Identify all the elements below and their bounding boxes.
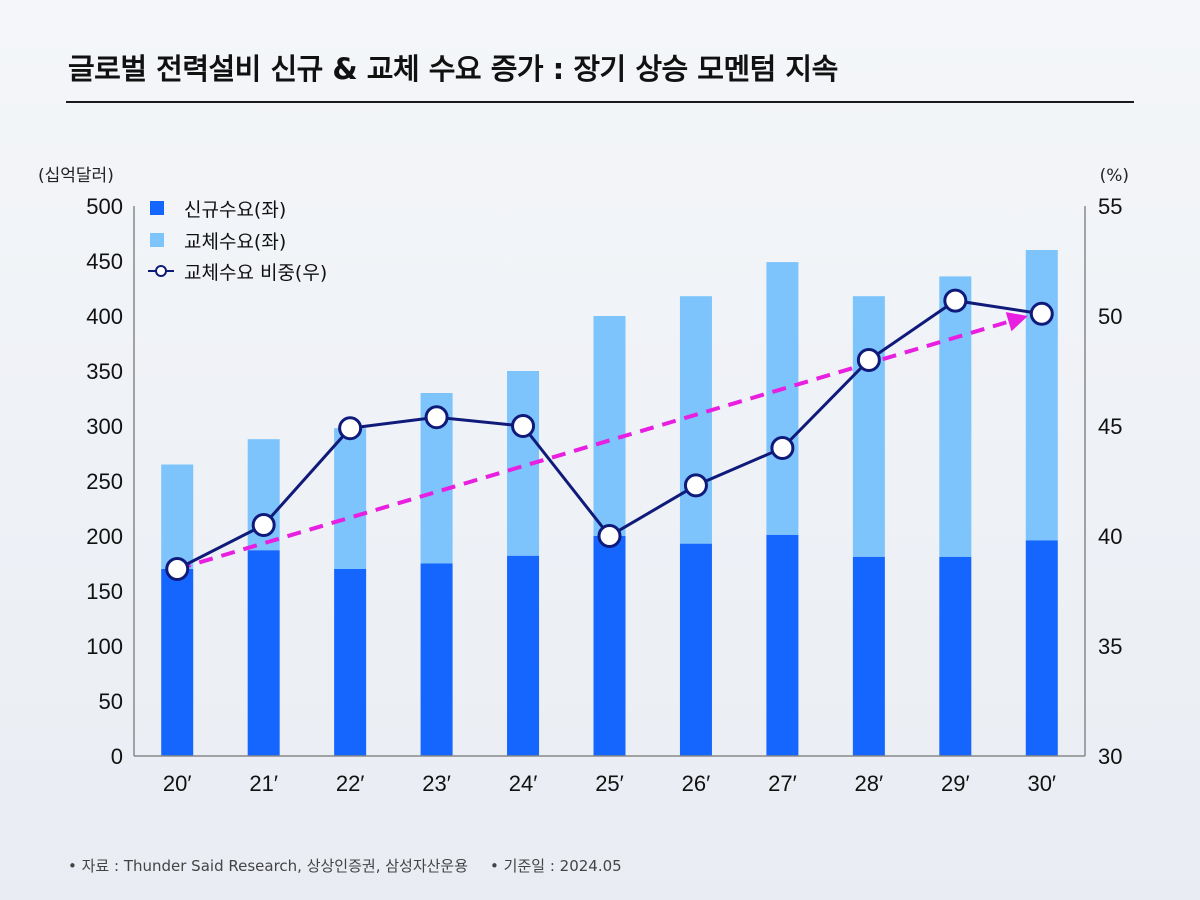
bar-replacement-demand: [939, 276, 972, 557]
y-left-tick-label: 500: [86, 194, 123, 219]
x-tick-label: 28′: [855, 771, 884, 796]
y-right-unit-label: (%): [1100, 166, 1129, 186]
bar-replacement-demand: [1025, 250, 1058, 541]
bar-replacement-demand: [766, 262, 799, 535]
replacement-share-point: [511, 414, 536, 438]
replacement-share-point: [856, 348, 881, 372]
bar-new-demand: [939, 556, 972, 756]
legend-label-share: 교체수요 비중(우): [184, 262, 327, 284]
x-tick-label: 27′: [768, 771, 797, 796]
y-left-tick-label: 400: [86, 304, 123, 329]
replacement-share-point: [770, 436, 795, 460]
source-note: 자료 : Thunder Said Research, 상상인증권, 삼성자산운…: [68, 855, 468, 876]
y-right-tick-label: 55: [1098, 194, 1122, 219]
y-right-tick-label: 30: [1098, 744, 1122, 769]
legend-marker-share: [155, 265, 167, 277]
replacement-share-point: [943, 288, 968, 313]
x-tick-label: 20′: [163, 771, 192, 796]
replacement-share-point: [338, 416, 363, 441]
bar-new-demand: [507, 555, 540, 756]
y-left-unit-label: (십억달러): [38, 166, 114, 186]
y-left-tick-label: 300: [86, 414, 123, 439]
legend-swatch-replacement-demand: [150, 233, 164, 247]
bar-new-demand: [766, 534, 799, 756]
bar-new-demand: [1025, 540, 1058, 756]
footer: 자료 : Thunder Said Research, 상상인증권, 삼성자산운…: [68, 855, 622, 876]
y-left-tick-label: 200: [86, 524, 123, 549]
replacement-share-point: [424, 405, 449, 430]
y-left-tick-label: 250: [86, 469, 123, 494]
replacement-share-point: [165, 557, 190, 581]
x-tick-label: 24′: [509, 771, 538, 796]
bar-new-demand: [593, 536, 626, 756]
bar-replacement-demand: [593, 316, 626, 536]
y-left-tick-label: 50: [99, 689, 123, 714]
bar-new-demand: [420, 563, 453, 756]
x-tick-label: 21′: [249, 771, 278, 796]
title-divider: [66, 101, 1134, 103]
x-tick-label: 22′: [336, 771, 365, 796]
x-tick-label: 30′: [1027, 771, 1056, 796]
legend-label-new-demand: 신규수요(좌): [184, 199, 286, 221]
replacement-share-point: [683, 473, 708, 498]
replacement-share-point: [251, 513, 276, 537]
date-note: 기준일 : 2024.05: [490, 855, 622, 876]
replacement-share-point: [597, 524, 622, 548]
y-right-tick-label: 35: [1098, 634, 1122, 659]
y-left-tick-label: 350: [86, 359, 123, 384]
page-title: 글로벌 전력설비 신규 & 교체 수요 증가 : 장기 상승 모멘텀 지속: [68, 52, 838, 86]
y-right-tick-label: 50: [1098, 304, 1122, 329]
x-tick-label: 26′: [682, 771, 711, 796]
bar-new-demand: [161, 569, 194, 756]
bar-replacement-demand: [852, 296, 885, 557]
bar-replacement-demand: [334, 428, 367, 569]
bar-replacement-demand: [679, 296, 712, 544]
y-left-tick-label: 0: [111, 744, 123, 769]
bar-new-demand: [852, 556, 885, 756]
replacement-share-point: [1029, 301, 1054, 326]
x-tick-label: 23′: [422, 771, 451, 796]
x-tick-label: 29′: [941, 771, 970, 796]
bar-new-demand: [247, 550, 280, 756]
bar-replacement-demand: [161, 464, 194, 569]
bar-new-demand: [334, 569, 367, 756]
bar-new-demand: [679, 543, 712, 756]
y-right-tick-label: 45: [1098, 414, 1122, 439]
y-left-tick-label: 100: [86, 634, 123, 659]
y-left-tick-label: 450: [86, 249, 123, 274]
trend-arrow-head: [1005, 312, 1028, 332]
legend-label-replacement-demand: 교체수요(좌): [184, 231, 286, 253]
y-left-tick-label: 150: [86, 579, 123, 604]
y-right-tick-label: 40: [1098, 524, 1122, 549]
x-tick-label: 25′: [595, 771, 624, 796]
legend-swatch-new-demand: [150, 201, 164, 215]
